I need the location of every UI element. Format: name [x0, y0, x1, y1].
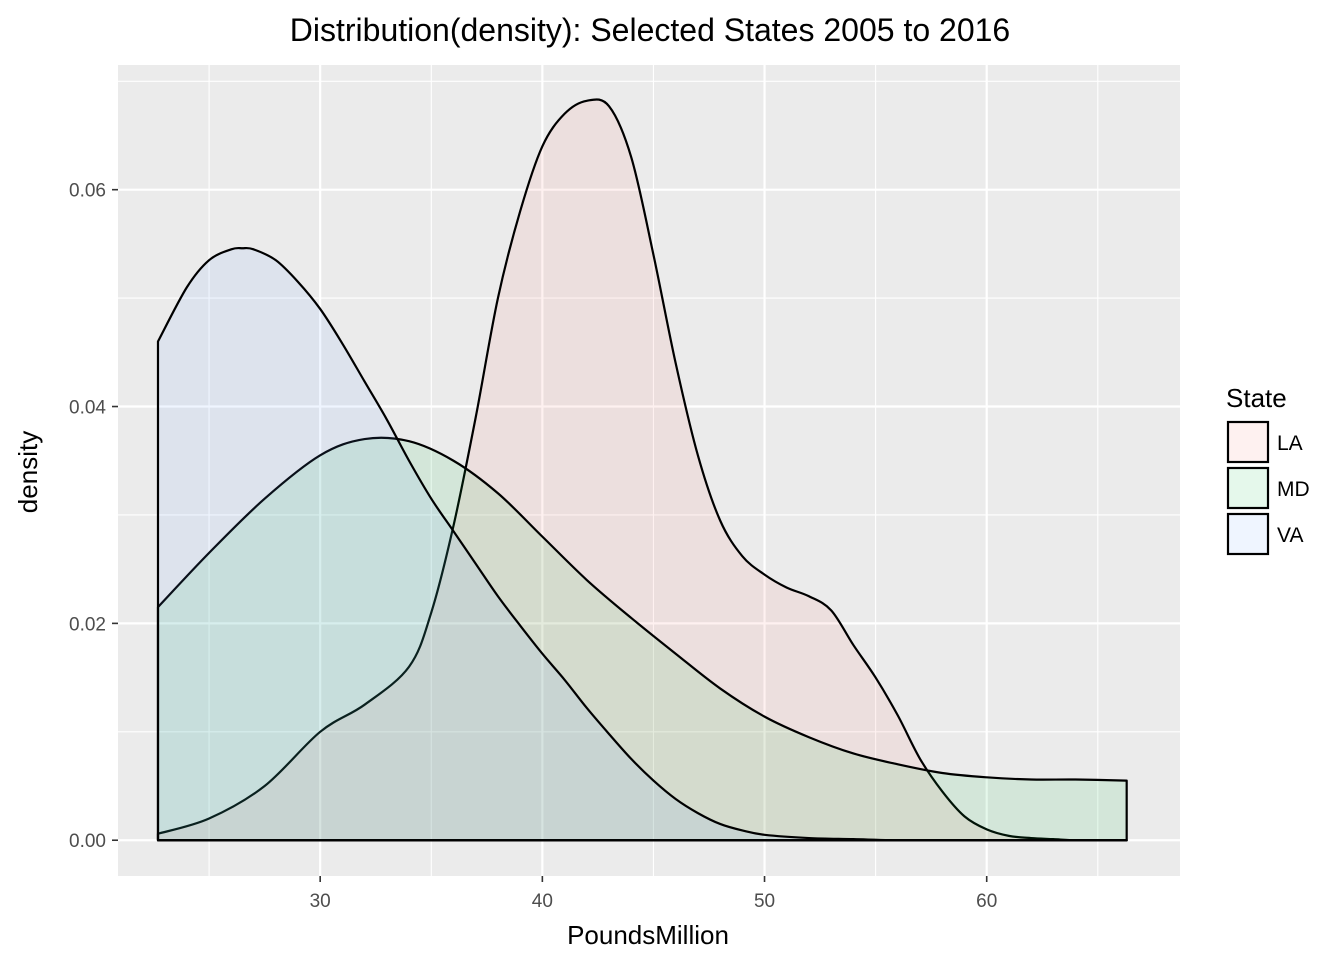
legend-label-md: MD — [1277, 478, 1310, 501]
legend-key-md — [1226, 466, 1270, 510]
axis-ticks: 30 40 50 60 0.00 0.02 0.04 0.06 — [69, 181, 997, 912]
legend-key-va — [1226, 512, 1270, 556]
legend-key-la — [1226, 420, 1270, 464]
density-area-va — [156, 246, 1128, 842]
plot-panel — [118, 65, 1180, 876]
legend-title: State — [1226, 383, 1287, 413]
legend-key-background — [1227, 421, 1269, 463]
density-area-md — [156, 436, 1128, 842]
y-tick-label: 0.00 — [69, 831, 106, 852]
x-tick-label: 40 — [532, 891, 553, 912]
x-tick-label: 60 — [976, 891, 997, 912]
x-axis-title: PoundsMillion — [567, 920, 729, 950]
legend-label-la: LA — [1277, 432, 1303, 455]
density-area-la — [156, 98, 1128, 842]
legend-key-background — [1227, 513, 1269, 555]
series-group — [156, 98, 1128, 842]
panel-background — [118, 65, 1180, 876]
x-tick-label: 30 — [310, 891, 331, 912]
chart-title: Distribution(density): Selected States 2… — [290, 12, 1010, 48]
x-tick-label: 50 — [754, 891, 775, 912]
legend-key-background — [1227, 467, 1269, 509]
y-tick-label: 0.02 — [69, 614, 106, 635]
y-tick-label: 0.06 — [69, 181, 106, 202]
legend-label-va: VA — [1277, 524, 1303, 547]
y-axis-title: density — [13, 431, 43, 513]
legend: State LA MD VA — [1226, 383, 1310, 556]
y-tick-label: 0.04 — [69, 398, 106, 419]
